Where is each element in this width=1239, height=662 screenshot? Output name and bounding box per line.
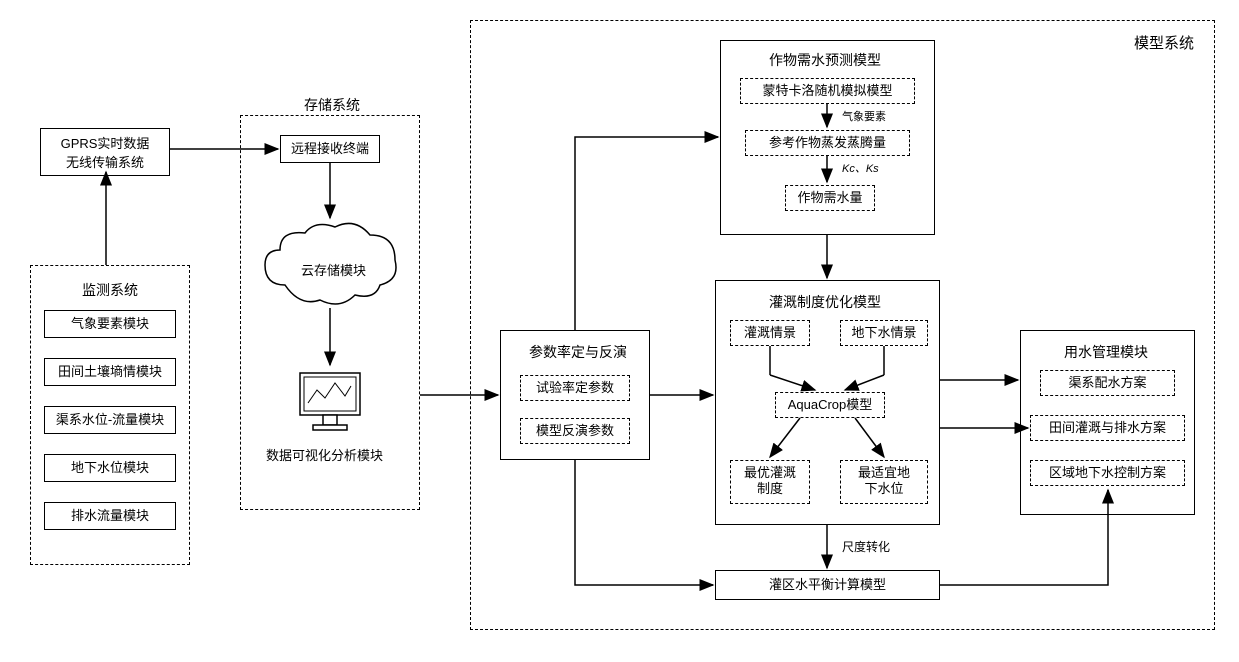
monitoring-module-4: 排水流量模块	[44, 502, 176, 530]
monitoring-module-3: 地下水位模块	[44, 454, 176, 482]
mgmt-title: 用水管理模块	[1060, 342, 1152, 362]
irrig-out2b: 下水位	[849, 481, 919, 497]
monitoring-module-1: 田间土壤墒情模块	[44, 358, 176, 386]
irrig-title: 灌溉制度优化模型	[765, 292, 885, 312]
mgmt-m1: 渠系配水方案	[1040, 370, 1175, 396]
monitoring-module-2: 渠系水位-流量模块	[44, 406, 176, 434]
irrig-out1a: 最优灌溉	[739, 465, 801, 481]
cloud-label: 云存储模块	[297, 260, 370, 279]
monitoring-module-0: 气象要素模块	[44, 310, 176, 338]
arrow2-label: Kc、Ks	[838, 160, 883, 176]
mgmt-m2: 田间灌溉与排水方案	[1030, 415, 1185, 441]
irrig-out1: 最优灌溉 制度	[730, 460, 810, 504]
viz-label: 数据可视化分析模块	[262, 445, 387, 464]
irrig-out2: 最适宜地 下水位	[840, 460, 928, 504]
ref-box: 参考作物蒸发蒸腾量	[745, 130, 910, 156]
irrig-out1b: 制度	[739, 481, 801, 497]
storage-terminal: 远程接收终端	[280, 135, 380, 163]
param-exp: 试验率定参数	[520, 375, 630, 401]
scale-label: 尺度转化	[838, 538, 894, 555]
gprs-line1: GPRS实时数据	[49, 133, 161, 152]
model-system-title: 模型系统	[1130, 32, 1198, 53]
aqua-box: AquaCrop模型	[775, 392, 885, 418]
mc-box: 蒙特卡洛随机模拟模型	[740, 78, 915, 104]
gprs-box: GPRS实时数据 无线传输系统	[40, 128, 170, 176]
crop-pred-title: 作物需水预测模型	[765, 50, 885, 70]
demand-box: 作物需水量	[785, 185, 875, 211]
irrig-out2a: 最适宜地	[849, 465, 919, 481]
monitoring-title: 监测系统	[78, 280, 142, 300]
monitor-icon	[295, 368, 365, 438]
mgmt-m3: 区域地下水控制方案	[1030, 460, 1185, 486]
irrig-scen1: 灌溉情景	[730, 320, 810, 346]
storage-title: 存储系统	[300, 95, 364, 115]
gprs-line2: 无线传输系统	[49, 152, 161, 171]
balance-box: 灌区水平衡计算模型	[715, 570, 940, 600]
param-title: 参数率定与反演	[525, 342, 631, 362]
arrow1-label: 气象要素	[838, 108, 890, 124]
irrig-scen2: 地下水情景	[840, 320, 928, 346]
param-inv: 模型反演参数	[520, 418, 630, 444]
